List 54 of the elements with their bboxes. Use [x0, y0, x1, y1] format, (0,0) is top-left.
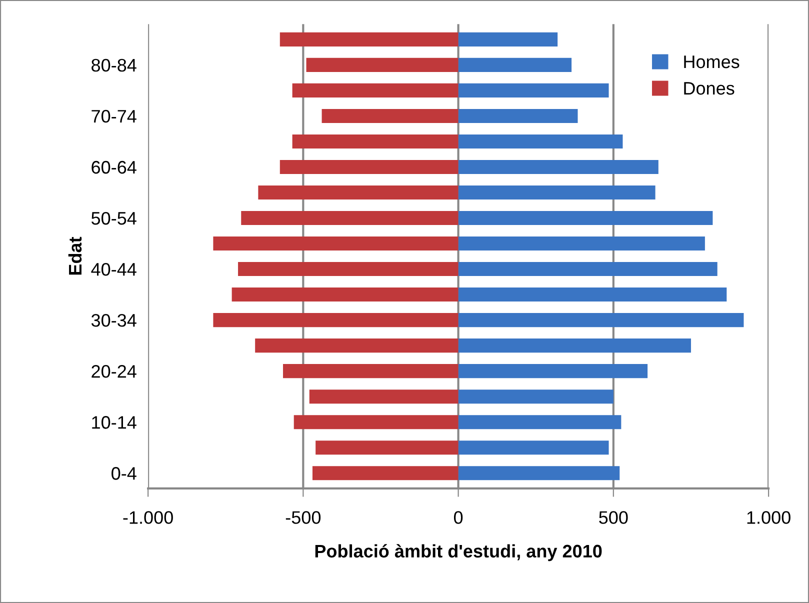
y-tick-label: 40-44: [91, 262, 136, 276]
bar: [309, 390, 458, 404]
legend-label: Dones: [684, 82, 734, 95]
bar: [458, 288, 727, 302]
bar: [458, 364, 648, 378]
y-tick-label: 60-64: [92, 160, 136, 174]
bar: [458, 415, 622, 430]
x-tick-label: -1.000: [123, 511, 173, 524]
bar: [232, 288, 458, 302]
bar: [458, 262, 718, 276]
bar: [312, 466, 458, 480]
bar: [292, 83, 458, 98]
x-tick-label: 1.000: [747, 511, 790, 524]
bar: [213, 236, 458, 251]
bar: [458, 108, 578, 123]
bar: [458, 390, 614, 404]
bar: [458, 313, 744, 328]
bar: [283, 364, 458, 378]
bar: [458, 160, 658, 174]
bar: [458, 210, 713, 226]
y-tick-label: 70-74: [92, 110, 136, 123]
bar: [280, 160, 458, 174]
bar: [458, 58, 572, 72]
bar: [322, 108, 458, 123]
bar: [458, 236, 705, 251]
bar: [294, 415, 458, 430]
bar: [458, 134, 623, 148]
bar: [458, 83, 609, 98]
bar: [238, 262, 458, 276]
bar: [213, 313, 458, 328]
y-tick-label: 20-24: [92, 365, 136, 378]
y-tick-label: 10-14: [92, 416, 136, 429]
bar: [258, 185, 458, 200]
bar: [316, 440, 458, 455]
x-axis-title: Població àmbit d'estudi, any 2010: [315, 544, 602, 562]
bar: [458, 466, 620, 480]
bar: [292, 134, 458, 148]
x-tick-label: -500: [286, 511, 321, 524]
bar: [458, 440, 609, 455]
y-tick-label: 0-4: [112, 467, 136, 480]
bar: [255, 338, 458, 353]
bar: [280, 32, 458, 46]
bar: [306, 58, 458, 72]
y-axis-title: Edat: [68, 236, 82, 275]
legend-label: Homes: [684, 56, 740, 68]
y-tick-label: 50-54: [91, 212, 136, 225]
bar: [458, 32, 558, 46]
y-tick-label: 80-84: [92, 58, 136, 72]
x-tick-label: 500: [599, 511, 628, 524]
x-tick-label: 0: [454, 511, 463, 524]
bar: [458, 338, 691, 353]
y-tick-label: 30-34: [91, 314, 136, 327]
bar: [458, 185, 656, 200]
bar: [241, 210, 458, 226]
